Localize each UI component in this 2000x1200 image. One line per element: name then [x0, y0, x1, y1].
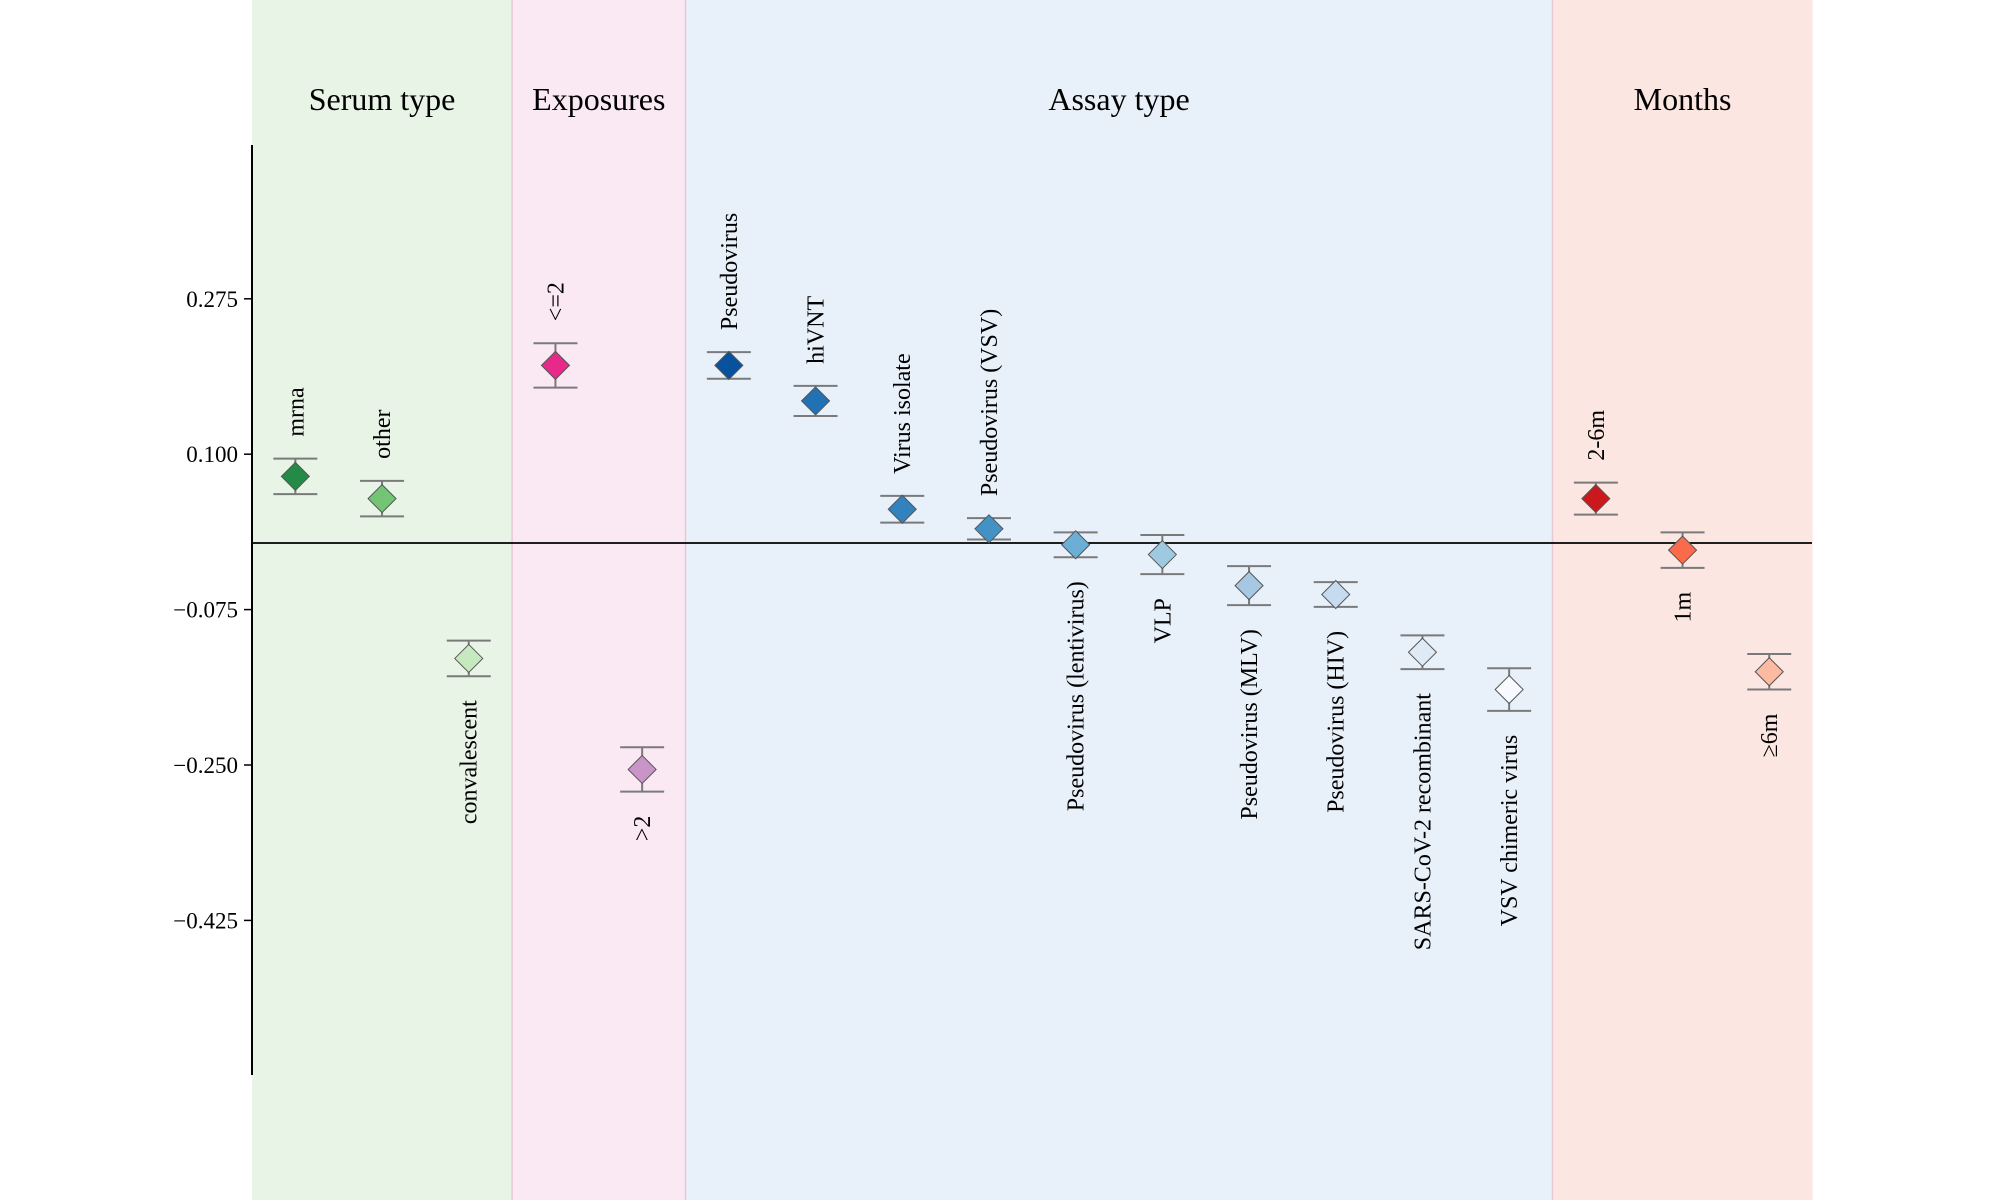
data-point: [1060, 530, 1091, 560]
data-point: [627, 754, 657, 785]
data-marks: mrna other convalescent <=2 >2 Pseudovirus hiV…: [273, 213, 1792, 950]
y-axis: 0.275 0.100 −0.075 −0.250 −0.425: [173, 145, 253, 1075]
y-tick-label: 0.100: [186, 442, 238, 467]
point-label: SARS-CoV-2 recombinant: [1410, 693, 1436, 950]
data-point: [540, 350, 571, 381]
y-tick-label: −0.250: [173, 753, 238, 778]
point-label: >2: [630, 816, 656, 842]
point-label: 2-6m: [1584, 410, 1610, 461]
data-point: [1407, 637, 1438, 667]
data-point: [1321, 579, 1351, 610]
y-tick-label: −0.425: [173, 908, 238, 933]
group-title: Serum type: [309, 81, 456, 117]
group-title: Months: [1634, 81, 1732, 117]
point-label: VSV chimeric virus: [1497, 735, 1523, 927]
y-tick-label: 0.275: [186, 287, 238, 312]
data-point: [1494, 674, 1524, 705]
point-label: VLP: [1150, 598, 1176, 643]
group-titles: Serum type Exposures Assay type Months: [309, 81, 1732, 117]
data-point: [367, 483, 397, 514]
point-label: Pseudovirus (MLV): [1237, 629, 1263, 819]
group-title: Exposures: [532, 81, 665, 117]
point-label: hiVNT: [804, 295, 830, 363]
data-point: [454, 643, 484, 674]
data-point: [714, 350, 744, 381]
point-label: other: [370, 410, 396, 459]
point-label: Virus isolate: [890, 353, 916, 474]
y-tick-label: −0.075: [173, 598, 238, 623]
data-point: [800, 386, 831, 416]
data-point: [280, 461, 311, 492]
data-point: [1667, 535, 1698, 565]
group-title: Assay type: [1048, 81, 1189, 117]
data-point: [1147, 539, 1178, 570]
point-label: Pseudovirus (VSV): [977, 309, 1003, 496]
group-band-1: [512, 0, 686, 1200]
data-point: [1754, 657, 1784, 687]
point-label: mrna: [283, 387, 309, 437]
data-point: [1234, 570, 1264, 601]
point-label: 1m: [1671, 592, 1697, 623]
point-label: ≥6m: [1757, 713, 1783, 757]
group-bands: [252, 0, 1813, 1200]
point-label: <=2: [543, 282, 569, 321]
point-label: Pseudovirus (HIV): [1324, 631, 1350, 813]
group-band-3: [1552, 0, 1813, 1200]
point-label: Pseudovirus: [717, 213, 743, 330]
group-band-0: [252, 0, 513, 1200]
group-band-2: [685, 0, 1553, 1200]
point-label: convalescent: [457, 700, 483, 824]
data-point: [1581, 483, 1611, 514]
point-label: Pseudovirus (lentivirus): [1064, 581, 1090, 811]
data-point: [974, 514, 1004, 544]
data-point: [887, 494, 917, 524]
